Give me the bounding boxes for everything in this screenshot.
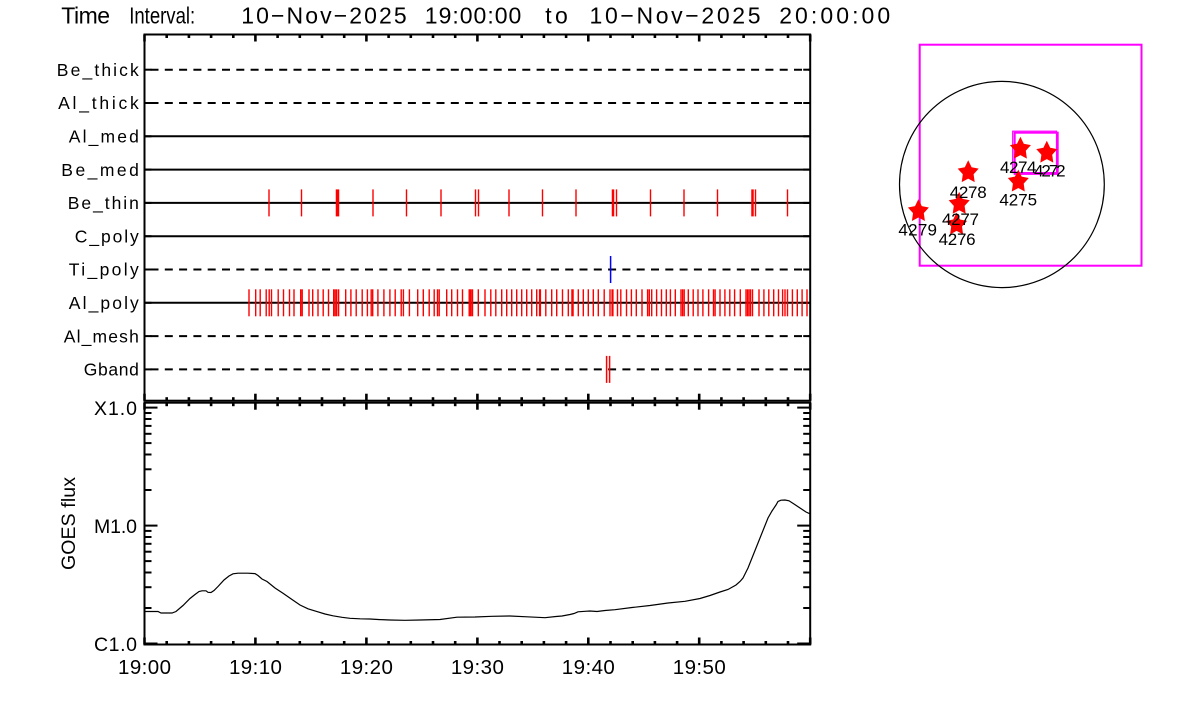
svg-text:to: to [545,3,568,29]
svg-text:Time: Time [61,3,110,29]
svg-text:4278: 4278 [950,183,987,202]
svg-text:19:10: 19:10 [229,656,282,679]
svg-text:Gband: Gband [84,360,139,380]
svg-text:Al_mesh: Al_mesh [64,326,139,347]
svg-text:4275: 4275 [999,191,1037,210]
svg-text:19:40: 19:40 [562,656,615,679]
svg-text:4272: 4272 [1034,161,1066,180]
svg-text:4274: 4274 [1000,158,1037,177]
svg-text:C_poly: C_poly [75,226,139,247]
svg-text:Al_poly: Al_poly [69,293,139,314]
svg-text:19:00:00: 19:00:00 [425,3,522,29]
svg-text:19:30: 19:30 [451,656,504,679]
svg-text:X1.0: X1.0 [94,398,137,420]
svg-text:19:50: 19:50 [673,656,726,679]
svg-text:Al_thick: Al_thick [58,93,139,114]
svg-text:Be_thick: Be_thick [57,60,139,81]
svg-text:4276: 4276 [939,230,976,249]
svg-text:M1.0: M1.0 [94,516,137,538]
svg-text:4279: 4279 [898,221,937,240]
svg-text:10−Nov−2025: 10−Nov−2025 [241,3,407,29]
svg-text:19:20: 19:20 [340,656,393,679]
svg-text:C1.0: C1.0 [94,634,137,656]
svg-text:GOES flux: GOES flux [58,477,80,570]
svg-text:19:00: 19:00 [118,656,171,679]
svg-text:Interval:: Interval: [129,3,195,29]
svg-text:Be_med: Be_med [61,160,139,181]
svg-text:10−Nov−2025: 10−Nov−2025 [590,3,761,29]
svg-text:Al_med: Al_med [69,127,139,148]
svg-text:4277: 4277 [942,210,979,229]
